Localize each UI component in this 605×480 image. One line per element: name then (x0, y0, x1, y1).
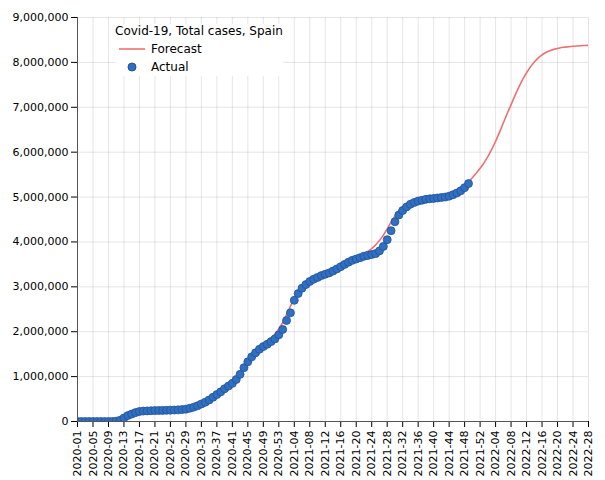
svg-text:2021-20: 2021-20 (350, 431, 363, 477)
svg-text:2020-13: 2020-13 (117, 431, 130, 477)
svg-text:2021-32: 2021-32 (396, 431, 409, 477)
svg-text:7,000,000: 7,000,000 (13, 101, 69, 114)
svg-text:2022-04: 2022-04 (489, 431, 502, 477)
svg-text:2021-36: 2021-36 (412, 431, 425, 477)
svg-text:2020-05: 2020-05 (87, 431, 100, 477)
svg-text:2,000,000: 2,000,000 (13, 325, 69, 338)
svg-text:2020-01: 2020-01 (71, 431, 84, 477)
html-text:Forecast: Forecast (151, 42, 202, 56)
svg-text:9,000,000: 9,000,000 (13, 11, 69, 24)
svg-text:2021-16: 2021-16 (334, 431, 347, 477)
svg-text:2020-09: 2020-09 (102, 431, 115, 477)
svg-text:2021-12: 2021-12 (319, 431, 332, 477)
svg-text:2021-40: 2021-40 (427, 431, 440, 477)
svg-text:2021-52: 2021-52 (474, 431, 487, 477)
svg-text:2022-12: 2022-12 (520, 431, 533, 477)
svg-text:2021-24: 2021-24 (365, 431, 378, 477)
svg-text:2022-16: 2022-16 (536, 431, 549, 477)
svg-text:2022-20: 2022-20 (551, 431, 564, 477)
svg-text:2020-53: 2020-53 (272, 431, 285, 477)
svg-text:2020-17: 2020-17 (133, 431, 146, 477)
svg-text:2021-08: 2021-08 (303, 431, 316, 477)
svg-text:2020-37: 2020-37 (210, 431, 223, 477)
html-text:Actual: Actual (151, 60, 189, 74)
svg-text:2020-33: 2020-33 (195, 431, 208, 477)
svg-text:2020-21: 2020-21 (148, 431, 161, 477)
svg-text:2022-28: 2022-28 (582, 431, 595, 477)
svg-text:2021-44: 2021-44 (443, 431, 456, 477)
svg-text:3,000,000: 3,000,000 (13, 280, 69, 293)
svg-text:2020-45: 2020-45 (241, 431, 254, 477)
svg-text:2022-08: 2022-08 (505, 431, 518, 477)
svg-text:2020-25: 2020-25 (164, 431, 177, 477)
svg-text:5,000,000: 5,000,000 (13, 191, 69, 204)
svg-text:1,000,000: 1,000,000 (13, 370, 69, 383)
svg-text:2020-41: 2020-41 (226, 431, 239, 477)
svg-text:2021-04: 2021-04 (288, 431, 301, 477)
svg-text:8,000,000: 8,000,000 (13, 56, 69, 69)
svg-text:2022-24: 2022-24 (567, 431, 580, 477)
svg-text:2020-49: 2020-49 (257, 431, 270, 477)
svg-text:2021-48: 2021-48 (458, 431, 471, 477)
html-text:Covid-19, Total cases, Spain: Covid-19, Total cases, Spain (115, 24, 283, 38)
svg-text:2020-29: 2020-29 (179, 431, 192, 477)
svg-text:0: 0 (62, 415, 69, 428)
svg-text:4,000,000: 4,000,000 (13, 235, 69, 248)
svg-text:2021-28: 2021-28 (381, 431, 394, 477)
svg-text:6,000,000: 6,000,000 (13, 146, 69, 159)
